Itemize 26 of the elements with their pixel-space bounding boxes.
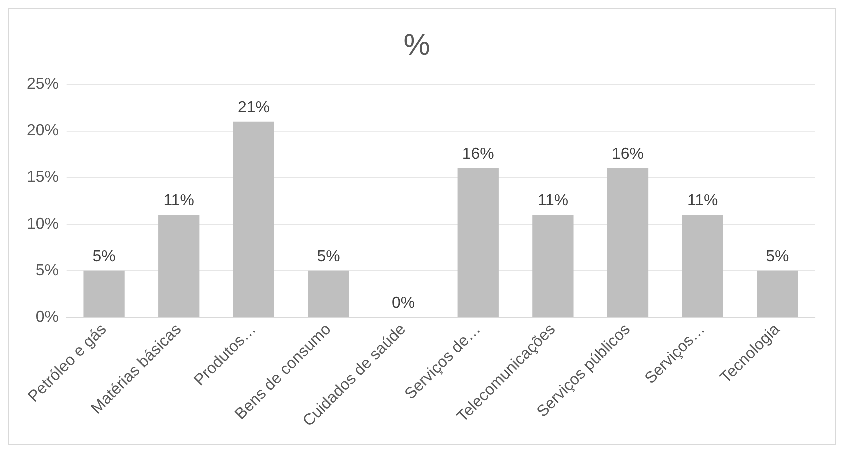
bar (158, 215, 200, 318)
data-label: 16% (612, 146, 644, 163)
bar (458, 168, 499, 318)
y-tick-label: 5% (36, 262, 59, 280)
data-label: 11% (538, 192, 569, 210)
bar (233, 122, 274, 318)
y-tick-label: 0% (36, 308, 59, 326)
data-label: 11% (687, 192, 718, 210)
data-label: 5% (317, 248, 340, 266)
chart-title: % (404, 29, 430, 62)
y-tick-label: 25% (26, 76, 59, 94)
data-label: 16% (462, 146, 494, 163)
bar (308, 270, 350, 318)
data-label: 5% (92, 248, 116, 266)
data-label: 5% (766, 248, 790, 266)
y-tick-label: 20% (26, 122, 59, 140)
bar (757, 270, 798, 318)
bar (84, 270, 125, 318)
y-tick-label: 15% (26, 169, 59, 186)
bar (682, 215, 724, 318)
data-label: 11% (164, 192, 194, 210)
bar (532, 215, 574, 318)
data-label: 0% (392, 294, 416, 312)
y-tick-label: 10% (26, 216, 59, 233)
bar (607, 168, 649, 318)
data-label: 21% (238, 99, 270, 116)
